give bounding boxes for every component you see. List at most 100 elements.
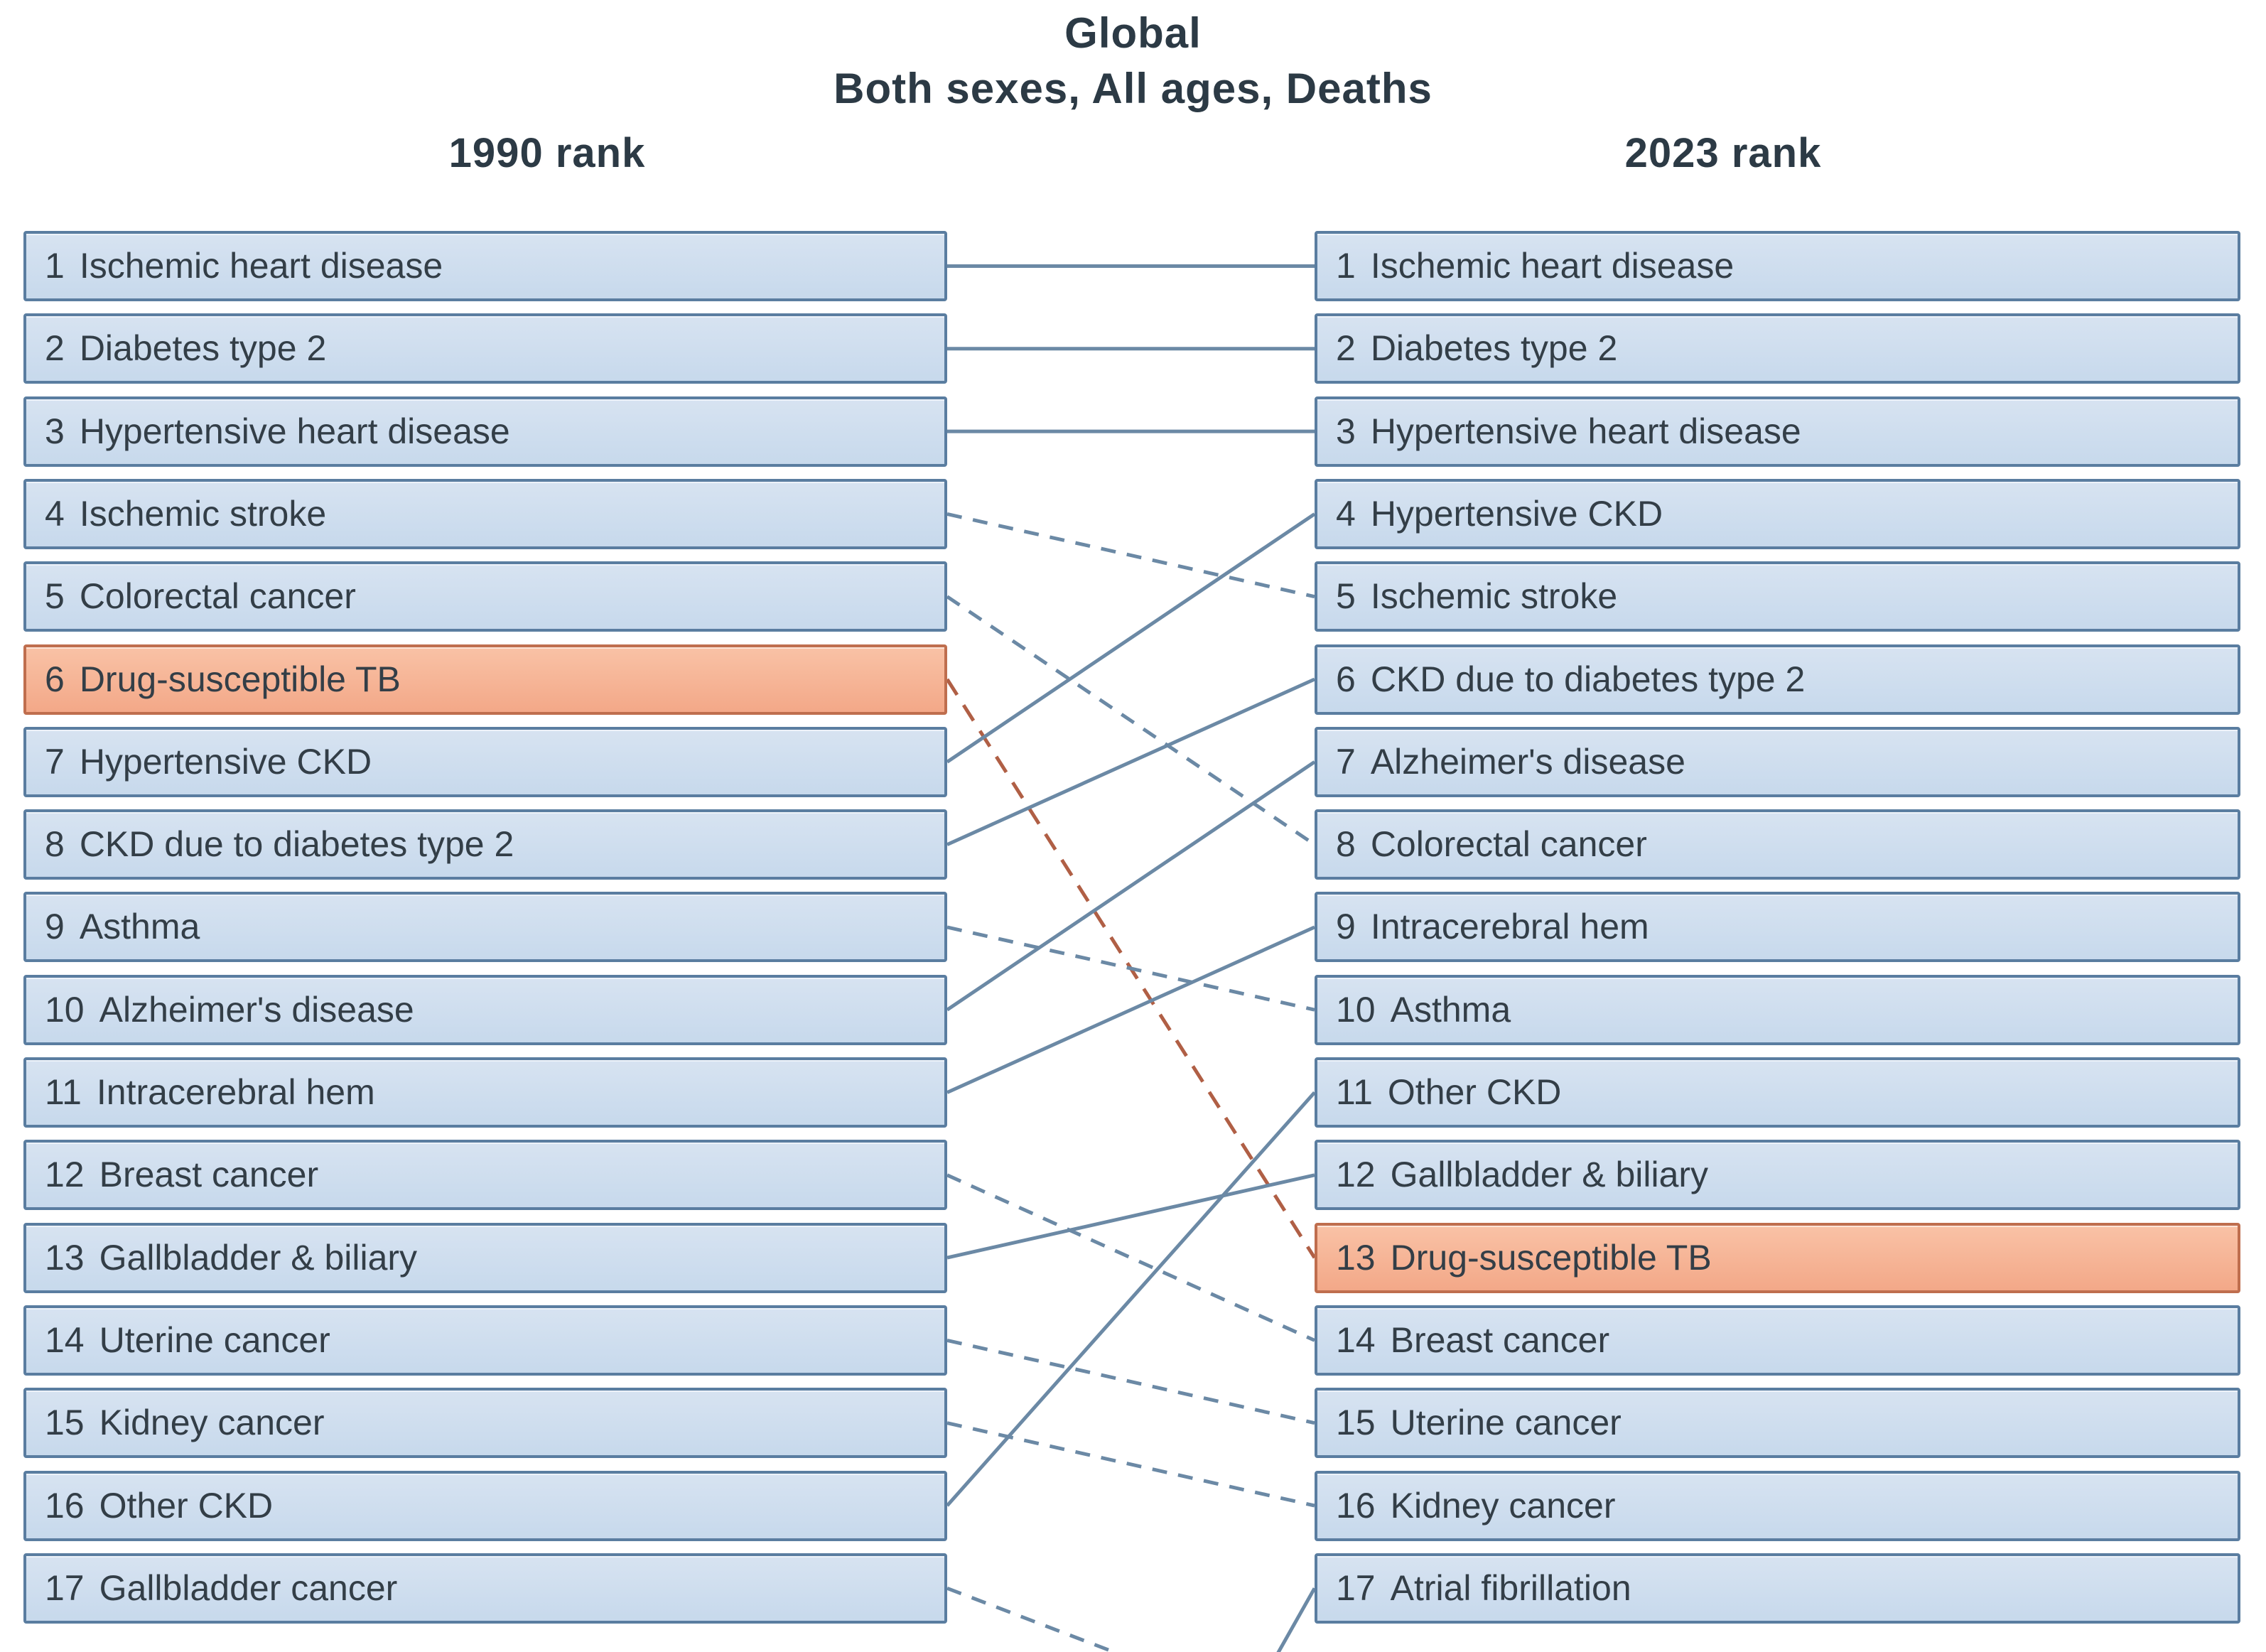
rank-label: Colorectal cancer: [79, 576, 356, 617]
rank-number: 14: [45, 1319, 85, 1360]
rank-number: 15: [45, 1403, 85, 1443]
rank-box-2023-3[interactable]: 3 Hypertensive heart disease: [1315, 396, 2240, 467]
rank-number: 10: [1336, 989, 1376, 1030]
rank-label: Uterine cancer: [99, 1319, 330, 1360]
rank-label: Colorectal cancer: [1370, 824, 1647, 865]
rank-box-2023-14[interactable]: 14 Breast cancer: [1315, 1305, 2240, 1376]
rank-box-1990-5[interactable]: 5 Colorectal cancer: [23, 561, 947, 632]
rank-label: Other CKD: [1387, 1072, 1562, 1112]
rank-box-2023-17[interactable]: 17 Atrial fibrillation: [1315, 1553, 2240, 1624]
rank-label: Breast cancer: [1390, 1319, 1610, 1360]
rank-label: Intracerebral hem: [1370, 907, 1649, 947]
rank-box-2023-1[interactable]: 1 Ischemic heart disease: [1315, 231, 2240, 301]
rank-number: 17: [45, 1567, 85, 1608]
rank-box-2023-11[interactable]: 11 Other CKD: [1315, 1057, 2240, 1128]
rank-label: Breast cancer: [99, 1155, 319, 1195]
rank-box-1990-17[interactable]: 17 Gallbladder cancer: [23, 1553, 947, 1624]
rank-box-1990-2[interactable]: 2 Diabetes type 2: [23, 313, 947, 384]
rank-box-2023-15[interactable]: 15 Uterine cancer: [1315, 1388, 2240, 1459]
connection-line-1990-7-to-2023-4: [946, 512, 1316, 764]
rank-number: 3: [1336, 411, 1356, 451]
rank-label: Uterine cancer: [1390, 1403, 1622, 1443]
chart-title-filters: Both sexes, All ages, Deaths: [833, 65, 1433, 112]
rank-number: 13: [1336, 1237, 1376, 1278]
rank-number: 4: [45, 493, 65, 534]
connection-line-1990-8-to-2023-6: [946, 677, 1316, 846]
rank-box-2023-4[interactable]: 4 Hypertensive CKD: [1315, 478, 2240, 549]
rank-label: Asthma: [1390, 989, 1511, 1030]
rank-label: Asthma: [79, 907, 200, 947]
rank-box-2023-9[interactable]: 9 Intracerebral hem: [1315, 892, 2240, 963]
rank-number: 9: [45, 907, 65, 947]
rank-number: 9: [1336, 907, 1356, 947]
rank-number: 1: [1336, 246, 1356, 286]
rank-label: Kidney cancer: [99, 1403, 325, 1443]
rank-number: 4: [1336, 493, 1356, 534]
rank-number: 7: [1336, 741, 1356, 782]
rank-box-1990-6[interactable]: 6 Drug-susceptible TB: [23, 644, 947, 715]
column-header-1990: 1990 rank: [448, 130, 646, 176]
rank-number: 5: [1336, 576, 1356, 617]
rank-box-2023-5[interactable]: 5 Ischemic stroke: [1315, 561, 2240, 632]
rank-box-1990-3[interactable]: 3 Hypertensive heart disease: [23, 396, 947, 467]
rank-number: 12: [45, 1155, 85, 1195]
connection-line-1990-15-to-2023-16: [946, 1421, 1315, 1508]
rank-number: 2: [45, 328, 65, 369]
rank-number: 8: [45, 824, 65, 865]
rank-box-1990-7[interactable]: 7 Hypertensive CKD: [23, 726, 947, 797]
rank-box-2023-16[interactable]: 16 Kidney cancer: [1315, 1470, 2240, 1541]
connection-line-1990-11-to-2023-9: [946, 925, 1316, 1094]
rank-box-2023-8[interactable]: 8 Colorectal cancer: [1315, 809, 2240, 880]
rank-number: 14: [1336, 1319, 1376, 1360]
rank-number: 6: [45, 659, 65, 699]
rank-box-1990-15[interactable]: 15 Kidney cancer: [23, 1388, 947, 1459]
rank-label: Gallbladder cancer: [99, 1567, 398, 1608]
rank-box-2023-6[interactable]: 6 CKD due to diabetes type 2: [1315, 644, 2240, 715]
rank-number: 1: [45, 246, 65, 286]
rank-label: Diabetes type 2: [1370, 328, 1618, 369]
rank-label: Drug-susceptible TB: [1390, 1237, 1712, 1278]
rank-label: Gallbladder & biliary: [99, 1237, 418, 1278]
rank-box-1990-4[interactable]: 4 Ischemic stroke: [23, 478, 947, 549]
rank-box-1990-13[interactable]: 13 Gallbladder & biliary: [23, 1222, 947, 1293]
rank-number: 6: [1336, 659, 1356, 699]
rank-box-1990-10[interactable]: 10 Alzheimer's disease: [23, 974, 947, 1045]
rank-label: Alzheimer's disease: [1370, 741, 1685, 782]
rank-box-2023-10[interactable]: 10 Asthma: [1315, 974, 2240, 1045]
rank-number: 3: [45, 411, 65, 451]
rank-label: Atrial fibrillation: [1390, 1567, 1631, 1608]
rank-label: Hypertensive CKD: [79, 741, 372, 782]
rank-number: 12: [1336, 1155, 1376, 1195]
rank-label: CKD due to diabetes type 2: [1370, 659, 1806, 699]
connection-line-1990-13-to-2023-12: [946, 1173, 1315, 1260]
rank-label: Alzheimer's disease: [99, 989, 414, 1030]
rank-number: 15: [1336, 1403, 1376, 1443]
rank-label: Other CKD: [99, 1485, 274, 1526]
rank-number: 7: [45, 741, 65, 782]
rank-box-1990-1[interactable]: 1 Ischemic heart disease: [23, 231, 947, 301]
rank-box-1990-14[interactable]: 14 Uterine cancer: [23, 1305, 947, 1376]
rank-label: Ischemic heart disease: [79, 246, 443, 286]
rank-number: 13: [45, 1237, 85, 1278]
rank-label: Intracerebral hem: [96, 1072, 375, 1112]
rank-box-1990-9[interactable]: 9 Asthma: [23, 892, 947, 963]
rank-label: Gallbladder & biliary: [1390, 1155, 1709, 1195]
rank-box-2023-12[interactable]: 12 Gallbladder & biliary: [1315, 1140, 2240, 1211]
rank-number: 17: [1336, 1567, 1376, 1608]
rank-box-1990-8[interactable]: 8 CKD due to diabetes type 2: [23, 809, 947, 880]
rank-number: 2: [1336, 328, 1356, 369]
rank-number: 8: [1336, 824, 1356, 865]
connection-line-1990-16-to-2023-11: [946, 1091, 1316, 1507]
column-header-2023: 2023 rank: [1624, 130, 1822, 176]
rank-box-1990-11[interactable]: 11 Intracerebral hem: [23, 1057, 947, 1128]
rank-box-2023-2[interactable]: 2 Diabetes type 2: [1315, 313, 2240, 384]
connection-line-1990-17-to-2023-offchart: [946, 1586, 1119, 1652]
rank-box-1990-16[interactable]: 16 Other CKD: [23, 1470, 947, 1541]
rank-box-1990-12[interactable]: 12 Breast cancer: [23, 1140, 947, 1211]
connection-line-1990-offchart-to-2023-17: [1276, 1587, 1317, 1652]
rank-box-2023-13[interactable]: 13 Drug-susceptible TB: [1315, 1222, 2240, 1293]
rank-box-2023-7[interactable]: 7 Alzheimer's disease: [1315, 726, 2240, 797]
rank-label: Ischemic heart disease: [1370, 246, 1734, 286]
rank-number: 11: [45, 1072, 82, 1112]
connection-line-1990-4-to-2023-5: [946, 512, 1315, 599]
